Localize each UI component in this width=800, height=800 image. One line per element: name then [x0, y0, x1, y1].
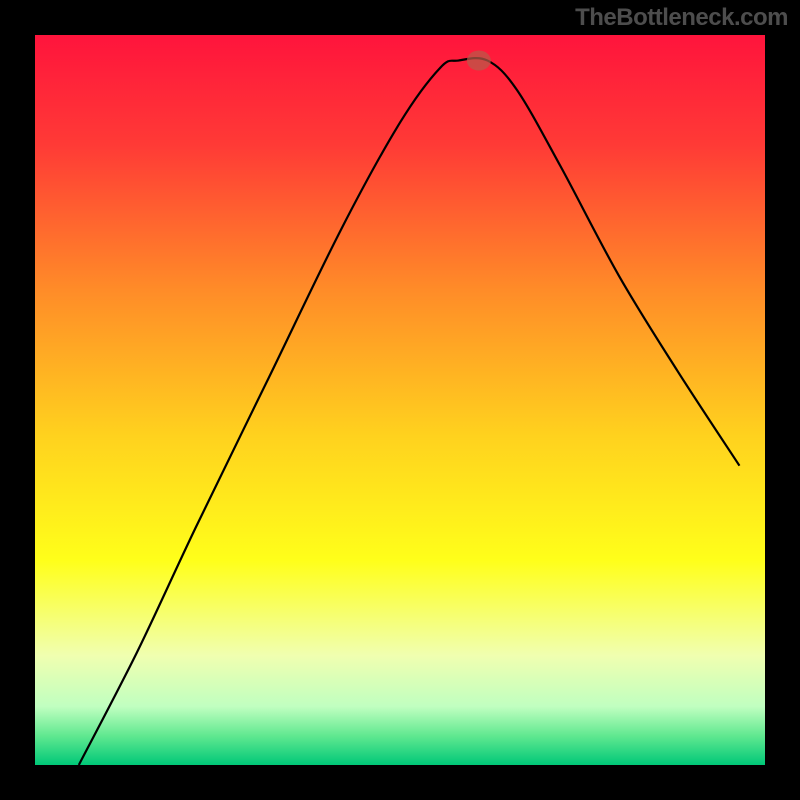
chart-container: TheBottleneck.com	[0, 0, 800, 800]
watermark-text: TheBottleneck.com	[575, 4, 788, 32]
bottleneck-chart	[0, 0, 800, 800]
chart-background	[35, 35, 765, 765]
optimal-marker	[467, 51, 491, 71]
